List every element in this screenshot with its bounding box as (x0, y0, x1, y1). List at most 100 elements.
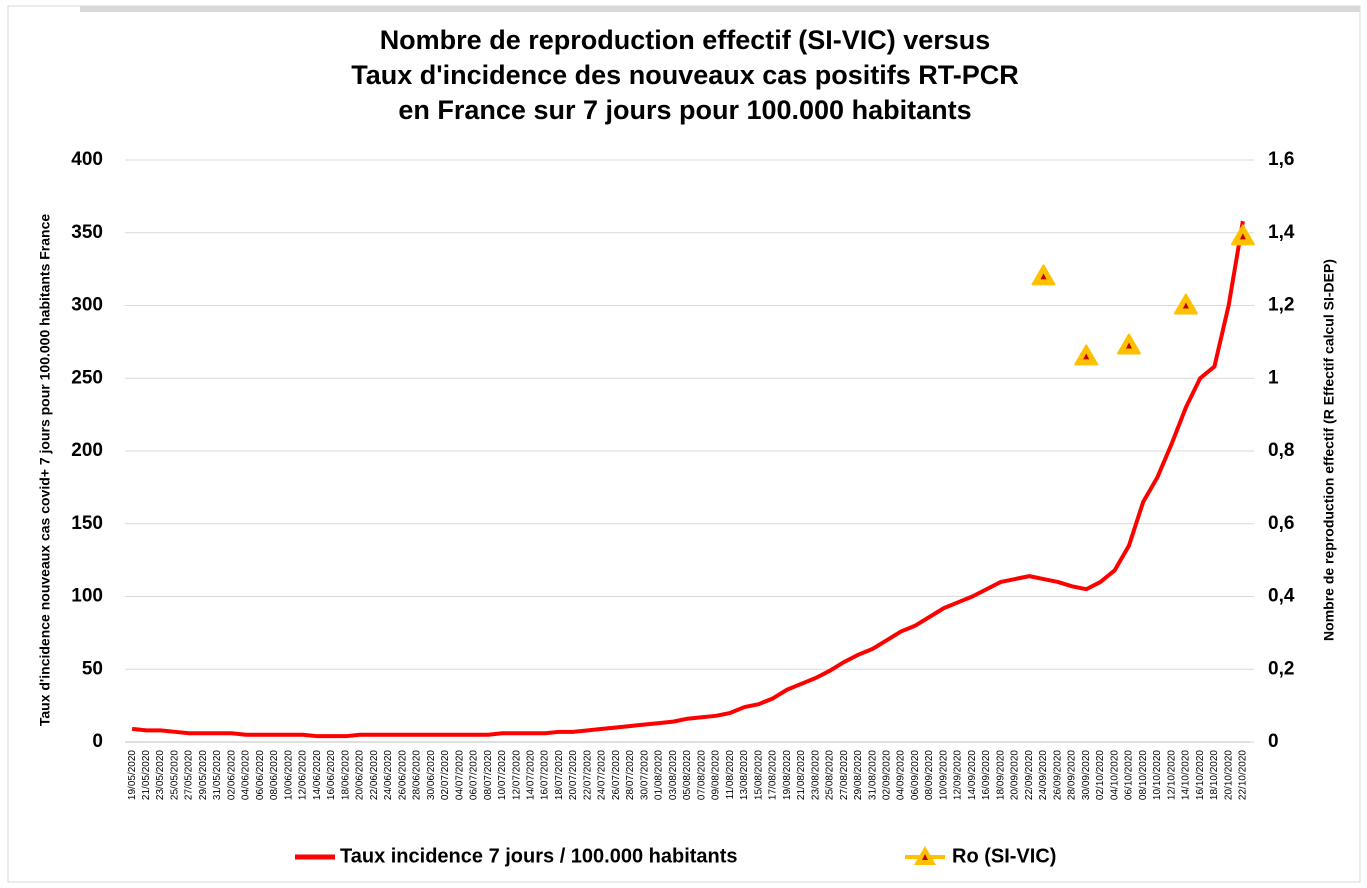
x-tick-label: 10/10/2020 (1152, 750, 1163, 800)
x-tick-label: 16/06/2020 (326, 750, 337, 800)
y2-tick-label: 0,6 (1268, 513, 1294, 534)
x-tick-label: 10/07/2020 (497, 750, 508, 800)
marker-center (1182, 302, 1189, 309)
x-tick-label: 24/06/2020 (383, 750, 394, 800)
y2-tick-label: 0,2 (1268, 658, 1294, 679)
x-tick-label: 01/08/2020 (654, 750, 665, 800)
ro-marker (1116, 333, 1141, 355)
y-tick-label: 50 (82, 658, 103, 679)
y2-tick-label: 0,4 (1268, 586, 1295, 607)
x-tick-label: 12/09/2020 (953, 750, 964, 800)
x-tick-label: 21/08/2020 (796, 750, 807, 800)
top-bar (80, 6, 1360, 12)
x-tick-label: 06/06/2020 (255, 750, 266, 800)
y2-tick-label: 0,8 (1268, 440, 1294, 461)
x-tick-label: 22/06/2020 (369, 750, 380, 800)
x-tick-label: 29/05/2020 (198, 750, 209, 800)
x-tick-label: 19/08/2020 (782, 750, 793, 800)
y2-tick-label: 1,6 (1268, 149, 1294, 170)
x-tick-label: 06/07/2020 (469, 750, 480, 800)
x-tick-label: 08/07/2020 (483, 750, 494, 800)
x-tick-label: 21/05/2020 (141, 750, 152, 800)
x-tick-label: 30/06/2020 (426, 750, 437, 800)
x-tick-label: 22/07/2020 (582, 750, 593, 800)
x-tick-label: 24/07/2020 (597, 750, 608, 800)
x-tick-label: 20/07/2020 (568, 750, 579, 800)
y2-tick-label: 0 (1268, 731, 1279, 752)
x-tick-label: 23/05/2020 (155, 750, 166, 800)
x-tick-label: 04/10/2020 (1109, 750, 1120, 800)
x-tick-label: 18/07/2020 (554, 750, 565, 800)
x-tick-label: 14/10/2020 (1181, 750, 1192, 800)
x-tick-label: 05/08/2020 (682, 750, 693, 800)
x-tick-label: 14/06/2020 (312, 750, 323, 800)
ro-marker (1230, 224, 1255, 246)
y-tick-label: 0 (92, 731, 103, 752)
x-tick-label: 26/09/2020 (1052, 750, 1063, 800)
x-tick-label: 27/08/2020 (839, 750, 850, 800)
x-tick-label: 14/09/2020 (967, 750, 978, 800)
x-tick-label: 18/09/2020 (995, 750, 1006, 800)
x-tick-label: 31/08/2020 (867, 750, 878, 800)
x-tick-label: 08/06/2020 (269, 750, 280, 800)
x-tick-label: 10/06/2020 (283, 750, 294, 800)
x-tick-label: 28/07/2020 (625, 750, 636, 800)
x-tick-label: 02/06/2020 (226, 750, 237, 800)
ro-marker (1031, 264, 1056, 286)
x-tick-label: 28/09/2020 (1067, 750, 1078, 800)
y2-tick-label: 1,4 (1268, 222, 1295, 243)
y-axis-label: Taux d'incidence nouveaux cas covid+ 7 j… (37, 214, 53, 727)
x-tick-label: 30/07/2020 (639, 750, 650, 800)
legend-label: Taux incidence 7 jours / 100.000 habitan… (340, 845, 738, 867)
x-tick-label: 11/08/2020 (725, 750, 736, 800)
marker-center (1239, 233, 1246, 240)
x-tick-label: 04/09/2020 (896, 750, 907, 800)
ro-marker (1074, 344, 1099, 366)
x-tick-label: 20/06/2020 (355, 750, 366, 800)
x-tick-label: 08/10/2020 (1138, 750, 1149, 800)
marker-center (1040, 273, 1047, 280)
y2-tick-label: 1 (1268, 367, 1279, 388)
y-tick-label: 400 (71, 149, 103, 170)
x-tick-label: 03/08/2020 (668, 750, 679, 800)
legend-label: Ro (SI-VIC) (952, 845, 1056, 867)
chart-title: Nombre de reproduction effectif (SI-VIC)… (380, 25, 991, 55)
x-tick-label: 22/10/2020 (1238, 750, 1249, 800)
x-tick-label: 18/10/2020 (1209, 750, 1220, 800)
x-tick-label: 22/09/2020 (1024, 750, 1035, 800)
y-tick-label: 200 (71, 440, 103, 461)
x-tick-label: 17/08/2020 (768, 750, 779, 800)
chart-title: en France sur 7 jours pour 100.000 habit… (398, 95, 971, 125)
x-tick-label: 27/05/2020 (184, 750, 195, 800)
x-tick-label: 13/08/2020 (739, 750, 750, 800)
x-tick-label: 15/08/2020 (753, 750, 764, 800)
ro-marker (1173, 293, 1198, 315)
x-tick-label: 20/09/2020 (1010, 750, 1021, 800)
x-tick-label: 02/09/2020 (882, 750, 893, 800)
x-tick-label: 23/08/2020 (810, 750, 821, 800)
x-tick-label: 16/09/2020 (981, 750, 992, 800)
x-tick-label: 18/06/2020 (340, 750, 351, 800)
chart-frame (7, 5, 1361, 883)
x-tick-label: 06/09/2020 (910, 750, 921, 800)
x-tick-label: 25/08/2020 (825, 750, 836, 800)
legend-swatch (922, 854, 928, 860)
marker-center (1125, 342, 1132, 349)
x-tick-label: 06/10/2020 (1124, 750, 1135, 800)
marker-center (1083, 353, 1090, 360)
x-tick-label: 29/08/2020 (853, 750, 864, 800)
x-tick-label: 04/07/2020 (454, 750, 465, 800)
x-tick-label: 16/07/2020 (540, 750, 551, 800)
chart-title: Taux d'incidence des nouveaux cas positi… (351, 60, 1019, 90)
incidence-line (131, 220, 1245, 739)
x-tick-label: 25/05/2020 (169, 750, 180, 800)
y-tick-label: 150 (71, 513, 103, 534)
y2-tick-label: 1,2 (1268, 295, 1294, 316)
x-tick-label: 12/06/2020 (298, 750, 309, 800)
x-tick-label: 28/06/2020 (412, 750, 423, 800)
y-tick-label: 300 (71, 295, 103, 316)
x-tick-label: 12/10/2020 (1166, 750, 1177, 800)
y-tick-label: 100 (71, 586, 103, 607)
x-tick-label: 02/07/2020 (440, 750, 451, 800)
